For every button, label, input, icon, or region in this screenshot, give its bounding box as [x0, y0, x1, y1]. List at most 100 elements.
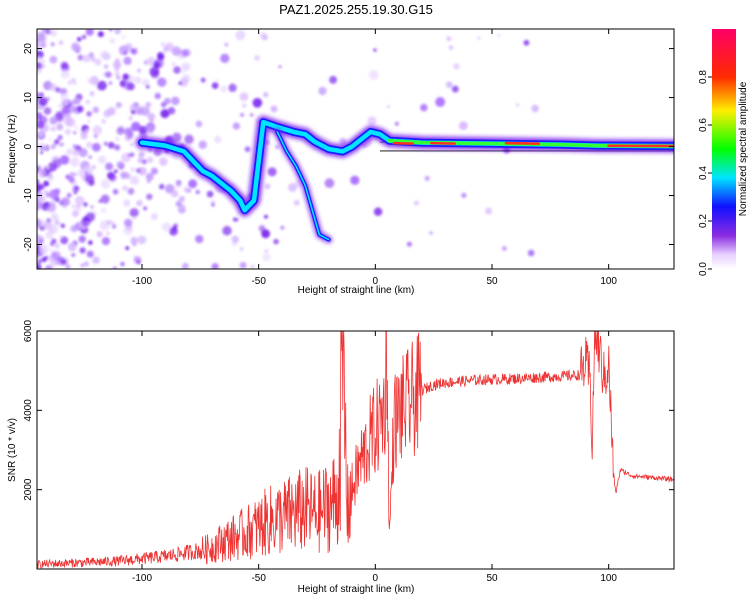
heatmap-noise-blob	[37, 111, 43, 120]
bottom-x-tick-label: 0	[373, 573, 379, 584]
top-y-axis-label: Frequency (Hz)	[7, 115, 18, 184]
heatmap-noise-blob	[49, 55, 58, 64]
heatmap-noise-blob	[123, 56, 132, 65]
heatmap-noise-blob	[188, 179, 198, 189]
heatmap-noise-blob	[105, 162, 114, 171]
heatmap-noise-blob	[232, 242, 237, 248]
heatmap-noise-blob	[239, 92, 249, 102]
heatmap-noise-blob	[130, 143, 134, 147]
heatmap-noise-blob	[85, 181, 90, 186]
heatmap-noise-blob	[195, 120, 203, 128]
heatmap-noise-blob	[47, 168, 52, 174]
heatmap-noise-blob	[110, 220, 115, 225]
heatmap-noise-blob	[252, 97, 263, 108]
heatmap-noise-blob	[232, 217, 237, 222]
heatmap-noise-blob	[142, 79, 150, 87]
heatmap-noise-blob	[273, 238, 279, 245]
heatmap-noise-blob	[153, 61, 161, 69]
heatmap-noise-blob	[44, 166, 48, 170]
heatmap-noise-blob	[69, 157, 80, 167]
heatmap-noise-blob	[37, 168, 47, 178]
colorbar-ticks: 0.0 0.2 0.4 0.6 0.8	[698, 70, 712, 276]
heatmap-noise-blob	[37, 263, 42, 269]
heatmap-noise-blob	[92, 106, 100, 114]
heatmap-noise-blob	[373, 48, 377, 52]
heatmap-noise-blob	[48, 226, 56, 234]
bottom-y-tick-label: 4000	[23, 399, 34, 422]
heatmap-noise-blob	[58, 104, 63, 109]
heatmap-noise-blob	[62, 106, 70, 115]
heatmap-noise-blob	[160, 101, 167, 108]
heatmap-noise-blob	[85, 29, 94, 36]
heatmap-noise-blob	[37, 34, 48, 45]
heatmap-noise-blob	[239, 261, 247, 269]
bottom-x-tick-label: 100	[600, 573, 617, 584]
heatmap-noise-blob	[120, 261, 125, 267]
heatmap-noise-blob	[167, 107, 174, 114]
heatmap-noise-blob	[106, 231, 110, 236]
heatmap-noise-blob	[109, 37, 116, 44]
heatmap-noise-blob	[61, 197, 70, 207]
heatmap-noise-blob	[71, 252, 76, 257]
colorbar-tick-label: 0.8	[698, 70, 709, 84]
heatmap-noise-blob	[137, 235, 147, 245]
heatmap-noise-blob	[158, 183, 165, 190]
heatmap-noise-blob	[195, 234, 204, 244]
heatmap-noise-blob	[211, 203, 215, 207]
heatmap-noise-blob	[114, 144, 121, 151]
heatmap-noise-blob	[394, 121, 399, 126]
top-y-tick-label: -10	[23, 188, 34, 203]
heatmap-noise-blob	[100, 179, 111, 189]
heatmap-noise-blob	[106, 219, 112, 225]
heatmap-noise-blob	[446, 36, 452, 42]
heatmap-noise-blob	[220, 53, 230, 64]
heatmap-noise-blob	[60, 69, 70, 79]
heatmap-noise-blob	[263, 92, 269, 98]
heatmap-noise-blob	[124, 172, 131, 180]
heatmap-noise-blob	[135, 168, 141, 174]
heatmap-noise-blob	[527, 249, 535, 257]
heatmap-noise-blob	[224, 42, 229, 47]
heatmap-noise-blob	[451, 85, 459, 93]
heatmap-noise-blob	[150, 213, 158, 221]
heatmap-noise-blob	[48, 138, 52, 142]
heatmap-noise-blob	[206, 190, 214, 198]
heatmap-noise-blob	[92, 125, 103, 135]
heatmap-tracks	[135, 115, 674, 244]
heatmap-noise-blob	[82, 201, 88, 207]
heatmap-noise-blob	[87, 119, 91, 124]
heatmap-noise-blob	[240, 112, 245, 117]
heatmap-noise-blob	[73, 44, 82, 53]
heatmap-noise-blob	[143, 206, 148, 211]
heatmap-noise-blob	[386, 105, 391, 109]
heatmap-noise-blob	[130, 109, 136, 115]
heatmap-noise-blob	[145, 172, 154, 181]
heatmap-noise-blob	[37, 186, 41, 193]
heatmap-noise-blob	[54, 242, 60, 249]
heatmap-noise-blob	[145, 85, 150, 89]
heatmap-noise-blob	[164, 97, 171, 105]
heatmap-noise-blob	[97, 80, 107, 91]
heatmap-noise-blob	[97, 31, 104, 38]
colorbar-tick-label: 0.0	[698, 262, 709, 276]
heatmap-noise-blob	[175, 200, 182, 207]
heatmap-noise-blob	[105, 71, 112, 78]
heatmap-noise-blob	[65, 264, 71, 269]
bottom-y-tick-label: 2000	[23, 478, 34, 501]
heatmap-noise-blob	[60, 223, 66, 229]
colorbar-label: Normalized spectral amplitude	[738, 81, 749, 216]
bottom-x-tick-label: -50	[251, 573, 266, 584]
heatmap-noise-blob	[107, 141, 115, 149]
heatmap-noise-blob	[125, 246, 130, 250]
heatmap-noise-blob	[79, 247, 86, 254]
heatmap-noise-blob	[231, 235, 240, 244]
top-x-axis-label: Height of straight line (km)	[298, 285, 415, 296]
heatmap-noise-blob	[160, 42, 166, 47]
heatmap-noise-blob	[88, 179, 95, 186]
heatmap-noise-blob	[244, 146, 251, 153]
heatmap-noise-blob	[171, 189, 179, 198]
heatmap-noise-blob	[80, 132, 88, 140]
heatmap-noise-blob	[169, 226, 178, 236]
heatmap-noise-blob	[67, 242, 77, 252]
